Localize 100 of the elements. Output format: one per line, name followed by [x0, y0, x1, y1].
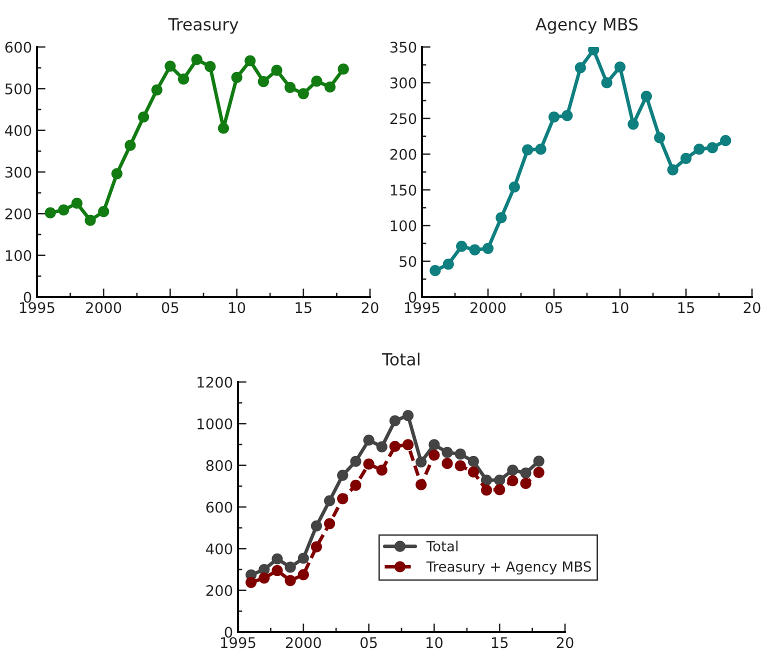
x-tick-label: 2000 — [86, 302, 122, 314]
point — [522, 144, 534, 156]
point — [218, 122, 230, 134]
point — [442, 458, 453, 470]
point — [363, 458, 374, 470]
y-tick-label: 350 — [390, 42, 416, 53]
chart-title: Agency MBS — [536, 18, 638, 34]
point — [402, 410, 414, 422]
point — [244, 55, 256, 66]
x-tick-label: 15 — [492, 637, 508, 648]
point — [456, 240, 468, 252]
point — [428, 439, 440, 450]
point — [58, 204, 70, 216]
x-tick-label: 05 — [162, 302, 178, 314]
point — [430, 265, 441, 276]
point — [324, 495, 336, 506]
point — [298, 88, 309, 100]
point — [389, 415, 401, 426]
point — [111, 168, 122, 180]
point — [548, 111, 560, 123]
point — [533, 466, 544, 478]
x-tick-label: 15 — [678, 302, 694, 314]
y-tick-label: 0 — [408, 292, 416, 303]
y-tick-label: 600 — [5, 42, 32, 53]
point — [680, 152, 692, 164]
legend-label: Total — [426, 540, 458, 552]
point — [284, 82, 296, 93]
x-tick-label: 1995 — [221, 637, 256, 648]
point — [310, 541, 322, 552]
point — [720, 135, 732, 146]
point — [98, 206, 110, 218]
x-tick-label: 20 — [744, 302, 760, 314]
point — [389, 440, 401, 452]
y-tick-label: 400 — [206, 543, 232, 554]
point — [508, 181, 520, 193]
y-tick-label: 0 — [24, 292, 32, 303]
point — [640, 90, 652, 102]
y-tick-label: 200 — [390, 148, 416, 160]
point — [164, 60, 176, 72]
point — [507, 475, 518, 486]
point — [428, 450, 440, 461]
point — [376, 464, 388, 476]
point — [284, 562, 296, 573]
x-tick-label: 2000 — [470, 302, 506, 314]
point — [533, 456, 544, 467]
point — [284, 574, 296, 586]
point — [694, 144, 705, 155]
y-tick-label: 500 — [5, 83, 32, 94]
point — [231, 72, 242, 83]
x-tick-label: 10 — [426, 637, 443, 648]
point — [442, 258, 454, 270]
point — [178, 74, 190, 85]
point — [667, 164, 678, 176]
point — [271, 64, 282, 76]
point — [494, 484, 506, 496]
point — [204, 61, 216, 72]
point — [311, 76, 322, 87]
point — [376, 441, 388, 452]
x-tick-label: 2000 — [286, 637, 321, 648]
point — [416, 456, 427, 468]
y-tick-label: 150 — [390, 184, 416, 196]
y-tick-label: 1000 — [198, 418, 232, 430]
y-tick-label: 200 — [206, 585, 232, 596]
point — [496, 212, 507, 224]
x-tick-label: 05 — [546, 302, 562, 314]
x-tick-label: 20 — [556, 637, 574, 648]
y-tick-label: 800 — [206, 460, 232, 472]
point — [84, 214, 96, 226]
point — [442, 446, 453, 458]
y-tick-label: 0 — [224, 626, 232, 638]
point — [138, 111, 150, 123]
x-tick-label: 10 — [612, 302, 628, 314]
point — [402, 439, 414, 450]
point — [416, 479, 427, 490]
point — [706, 142, 718, 154]
point — [71, 198, 83, 209]
point — [258, 572, 270, 584]
y-tick-label: 400 — [5, 125, 32, 136]
point — [482, 242, 494, 254]
x-tick-label: 1995 — [20, 302, 54, 314]
point — [468, 456, 479, 467]
point — [191, 54, 202, 66]
point — [272, 553, 283, 564]
y-tick-label: 100 — [390, 220, 416, 232]
point — [454, 448, 466, 460]
point — [350, 456, 362, 467]
point — [494, 474, 506, 486]
y-tick-label: 300 — [390, 77, 416, 88]
point — [151, 84, 162, 96]
point — [562, 110, 573, 122]
point — [272, 564, 283, 576]
x-tick-label: 15 — [296, 302, 312, 314]
y-tick-label: 50 — [400, 256, 416, 268]
y-tick-label: 1200 — [198, 376, 232, 388]
y-tick-label: 300 — [5, 166, 32, 178]
point — [298, 569, 309, 580]
x-tick-label: 05 — [360, 637, 377, 648]
point — [480, 474, 492, 486]
point — [574, 62, 586, 74]
point — [507, 464, 518, 476]
